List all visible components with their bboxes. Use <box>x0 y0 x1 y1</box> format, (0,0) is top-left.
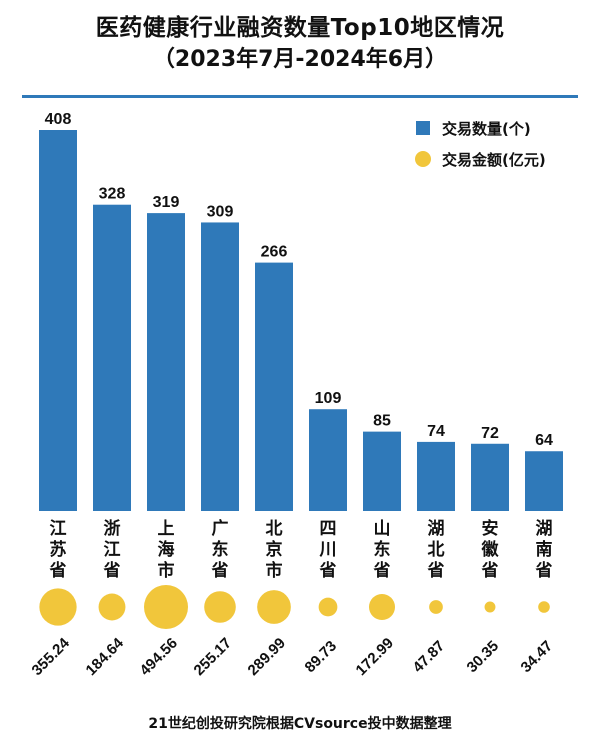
category-label-char: 安 <box>482 518 499 539</box>
category-label-char: 苏 <box>50 539 67 560</box>
bars-layer <box>39 130 563 512</box>
category-label-char: 山 <box>374 519 391 539</box>
category-label-char: 省 <box>319 560 337 581</box>
amount-label: 184.64 <box>83 634 128 679</box>
bar-1 <box>39 130 77 511</box>
category-label-char: 湖 <box>536 519 553 539</box>
bar-value-label: 109 <box>315 390 342 407</box>
amount-bubble-6 <box>318 597 338 617</box>
amount-label: 89.73 <box>302 638 341 677</box>
bar-value-label: 64 <box>535 432 553 449</box>
category-label-char: 省 <box>103 560 121 581</box>
category-label-char: 东 <box>212 539 229 560</box>
bar-4 <box>201 222 239 511</box>
category-label-char: 徽 <box>481 539 500 560</box>
bar-5 <box>255 262 293 511</box>
category-label-char: 省 <box>211 560 229 581</box>
legend-label-amount: 交易金额(亿元) <box>442 151 546 169</box>
category-label-char: 省 <box>481 560 499 581</box>
amount-labels-layer: 355.24 184.64 494.56 255.17 289.99 89.73 172.9… <box>29 634 557 679</box>
category-label-char: 市 <box>158 560 175 581</box>
chart-subtitle: （2023年7月-2024年6月） <box>152 47 448 72</box>
bar-value-label: 85 <box>373 413 391 430</box>
amount-label: 289.99 <box>245 635 289 679</box>
category-label-char: 南 <box>536 539 553 560</box>
legend: 交易数量(个) 交易金额(亿元) <box>415 120 546 169</box>
category-label-char: 上 <box>158 519 175 539</box>
bubbles-layer <box>39 585 550 629</box>
amount-label: 34.47 <box>518 638 557 677</box>
legend-bar-swatch <box>416 121 430 135</box>
bar-value-label: 72 <box>481 425 499 442</box>
category-label-char: 海 <box>158 539 175 560</box>
bar-6 <box>309 409 347 511</box>
legend-label-count: 交易数量(个) <box>442 120 531 138</box>
category-label-char: 川 <box>319 540 337 560</box>
amount-bubble-1 <box>39 588 77 626</box>
amount-label: 30.35 <box>464 638 503 677</box>
bar-chart: 交易数量(个) 交易金额(亿元) 408 328 319 309 266 109 85 74 7… <box>29 111 563 679</box>
category-label-char: 省 <box>49 560 67 581</box>
bar-10 <box>525 451 563 511</box>
amount-bubble-3 <box>144 585 188 629</box>
bar-7 <box>363 431 401 511</box>
category-label-char: 京 <box>266 539 283 560</box>
category-label-char: 广 <box>212 518 229 539</box>
bar-value-label: 319 <box>153 194 180 211</box>
amount-bubble-2 <box>98 593 126 621</box>
bar-values-layer: 408 328 319 309 266 109 85 74 72 64 <box>45 111 553 449</box>
amount-bubble-8 <box>429 600 443 614</box>
bar-value-label: 266 <box>261 244 288 261</box>
bar-3 <box>147 213 185 511</box>
bar-value-label: 309 <box>207 203 234 220</box>
source-note: 21世纪创投研究院根据CVsource投中数据整理 <box>148 716 452 732</box>
title-divider <box>22 95 578 98</box>
amount-bubble-7 <box>368 593 396 621</box>
bar-8 <box>417 441 455 511</box>
amount-bubble-4 <box>204 591 236 623</box>
category-label-char: 四 <box>320 519 337 539</box>
legend-bubble-swatch <box>415 151 431 167</box>
amount-label: 47.87 <box>410 638 449 677</box>
category-label-char: 湖 <box>428 519 445 539</box>
category-label-char: 省 <box>427 560 445 581</box>
chart-title: 医药健康行业融资数量Top10地区情况 <box>95 15 505 41</box>
category-label-char: 江 <box>50 519 67 539</box>
bar-value-label: 408 <box>45 111 72 128</box>
amount-label: 255.17 <box>191 635 235 679</box>
amount-bubble-9 <box>484 601 496 613</box>
category-label-char: 北 <box>266 519 283 539</box>
category-label-char: 江 <box>104 540 121 560</box>
amount-label: 172.99 <box>353 635 397 679</box>
category-label-char: 浙 <box>104 518 121 539</box>
category-label-char: 省 <box>535 560 553 581</box>
bar-value-label: 74 <box>427 423 445 440</box>
bar-9 <box>471 443 509 511</box>
category-label-char: 省 <box>373 560 391 581</box>
category-label-char: 东 <box>374 539 391 560</box>
amount-label: 355.24 <box>29 634 74 679</box>
amount-bubble-10 <box>538 601 550 613</box>
amount-label: 494.56 <box>137 635 181 679</box>
category-label-char: 市 <box>266 560 283 581</box>
category-label-char: 北 <box>428 540 445 560</box>
bar-value-label: 328 <box>99 186 126 203</box>
amount-bubble-5 <box>257 590 291 624</box>
bar-2 <box>93 204 131 512</box>
